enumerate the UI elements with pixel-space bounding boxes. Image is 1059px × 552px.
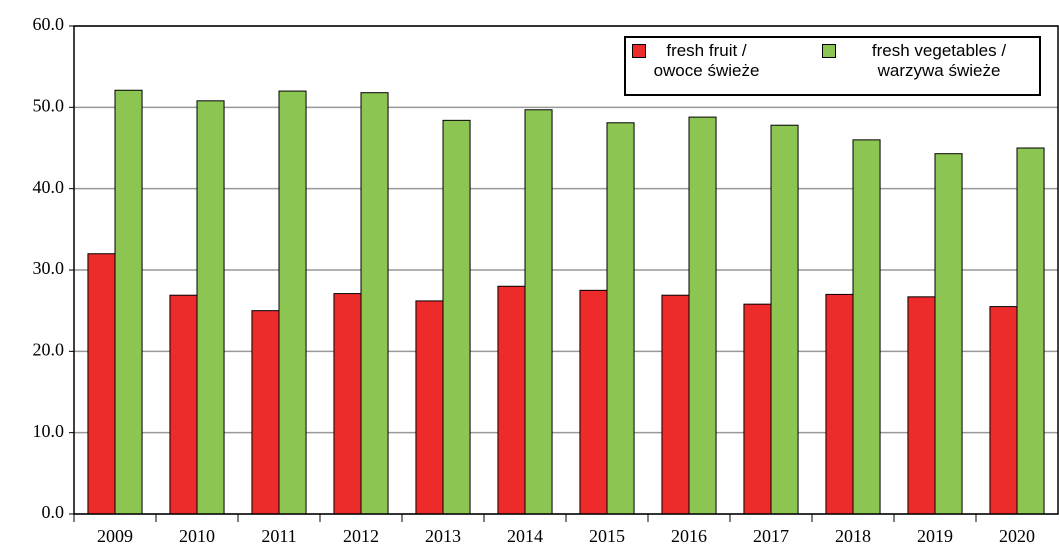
bar [825, 293, 854, 515]
bar [333, 293, 362, 515]
bar [907, 296, 936, 515]
y-tick-label: 20.0 [33, 339, 65, 359]
bar [87, 253, 116, 515]
bar [497, 285, 526, 515]
bar [1016, 147, 1045, 515]
legend-swatch [822, 44, 836, 58]
bar [606, 122, 635, 515]
legend-item: fresh vegetables / warzywa świeże [822, 41, 1039, 81]
y-tick-label: 30.0 [33, 258, 65, 278]
x-tick-label: 2018 [835, 526, 871, 546]
y-tick-label: 10.0 [33, 421, 65, 441]
bar [770, 124, 799, 515]
y-tick-label: 40.0 [33, 177, 65, 197]
plot-border [73, 25, 1059, 515]
bar [852, 139, 881, 515]
bar [169, 294, 198, 515]
bar [743, 303, 772, 515]
x-tick-label: 2013 [425, 526, 461, 546]
y-tick-label: 0.0 [42, 502, 65, 522]
x-tick-label: 2019 [917, 526, 953, 546]
bar [661, 294, 690, 515]
x-tick-label: 2011 [261, 526, 296, 546]
legend-label: fresh fruit / owoce świeże [653, 41, 760, 80]
x-tick-label: 2015 [589, 526, 625, 546]
legend-swatch [632, 44, 646, 58]
bar [278, 90, 307, 515]
bar [442, 119, 471, 515]
bar [415, 300, 444, 515]
x-tick-label: 2014 [507, 526, 543, 546]
bar [989, 306, 1018, 515]
bar [196, 100, 225, 515]
y-tick-label: 50.0 [33, 95, 65, 115]
bar [360, 92, 389, 515]
bar [934, 153, 963, 515]
legend-item: fresh fruit / owoce świeże [632, 41, 764, 81]
legend: fresh fruit / owoce świeże fresh vegetabl… [624, 36, 1041, 96]
x-tick-label: 2016 [671, 526, 707, 546]
bar [114, 89, 143, 515]
bar [579, 289, 608, 515]
x-tick-label: 2010 [179, 526, 215, 546]
bar [524, 109, 553, 515]
y-tick-label: 60.0 [33, 14, 65, 34]
x-tick-label: 2020 [999, 526, 1035, 546]
bar [251, 310, 280, 515]
legend-label: fresh vegetables / warzywa świeże [871, 41, 1007, 80]
bar [688, 116, 717, 515]
x-tick-label: 2017 [753, 526, 789, 546]
x-tick-label: 2009 [97, 526, 133, 546]
x-tick-label: 2012 [343, 526, 379, 546]
